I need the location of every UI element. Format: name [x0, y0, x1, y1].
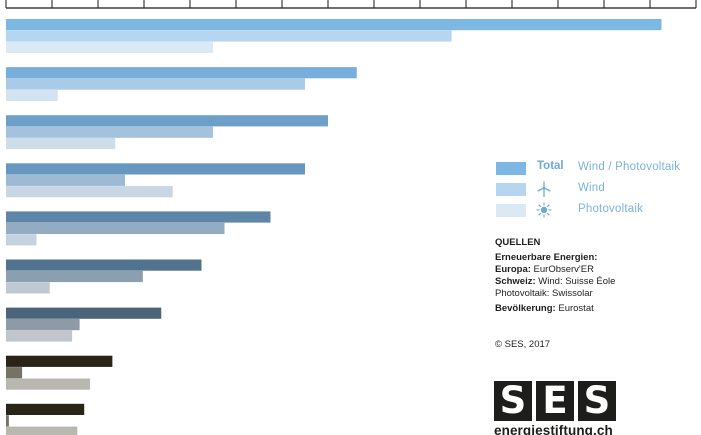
- logo-url: energiestiftung.ch: [494, 423, 613, 435]
- bar-3-photovoltaik: [6, 138, 116, 150]
- sources-switzerland-value: Wind: Suisse Éole: [535, 276, 616, 287]
- sun-icon: [536, 202, 552, 218]
- bar-6-wind-photovoltaik: [6, 259, 202, 271]
- sources-europe-label: Europa:: [495, 264, 531, 275]
- bar-8-photovoltaik: [6, 378, 90, 390]
- copyright-text: © SES, 2017: [495, 339, 551, 350]
- legend-label-total: Wind / Photovoltaik: [578, 161, 681, 173]
- bar-3-wind-photovoltaik: [6, 115, 328, 127]
- legend-item-photovoltaik: Photovoltaik: [496, 202, 701, 222]
- legend-swatch-photovoltaik: [496, 204, 526, 217]
- bar-7-photovoltaik: [6, 330, 73, 342]
- sources-switzerland-label: Schweiz:: [495, 276, 536, 287]
- bar-7-wind-photovoltaik: [6, 307, 162, 319]
- bar-7-wind: [6, 319, 80, 331]
- bar-1-photovoltaik: [6, 41, 213, 53]
- sources-renewables-label: Erneuerbare Energien:: [495, 252, 598, 263]
- legend-item-total: Total Wind / Photovoltaik: [496, 160, 701, 180]
- bar-2-wind-photovoltaik: [6, 67, 357, 79]
- bar-9-wind-photovoltaik: [6, 403, 85, 415]
- bar-9-wind: [6, 415, 9, 427]
- sources-block: QUELLEN Erneuerbare Energien: Europa: Eu…: [495, 237, 701, 315]
- bar-1-wind-photovoltaik: [6, 19, 662, 31]
- legend-label-photovoltaik: Photovoltaik: [578, 203, 644, 215]
- bar-2-photovoltaik: [6, 89, 58, 102]
- logo-letter-e: E: [536, 381, 574, 421]
- legend-swatch-total: [496, 162, 526, 175]
- legend-label-wind: Wind: [578, 182, 606, 194]
- sources-europe-value: EurObserv'ER: [530, 264, 594, 275]
- bar-4-wind: [6, 174, 126, 186]
- legend-tag-total: Total: [537, 160, 564, 172]
- x-axis: [5, 0, 697, 9]
- bar-4-photovoltaik: [6, 186, 173, 198]
- legend-item-wind: Wind: [496, 181, 701, 201]
- sources-photovoltaic: Photovoltaik: Swissolar: [495, 288, 593, 299]
- wind-turbine-icon: [537, 181, 551, 197]
- bar-8-wind: [6, 367, 23, 379]
- bar-9-photovoltaik: [6, 426, 78, 435]
- bar-3-wind: [6, 126, 213, 138]
- bar-6-wind: [6, 270, 143, 283]
- sources-heading: QUELLEN: [495, 237, 541, 248]
- sources-population: Bevölkerung: Eurostat: [495, 303, 701, 315]
- bar-4-wind-photovoltaik: [6, 163, 305, 175]
- sources-switzerland: Schweiz: Wind: Suisse Éole: [495, 276, 701, 288]
- sources-population-label: Bevölkerung:: [495, 303, 556, 314]
- sources-europe: Europa: EurObserv'ER: [495, 264, 701, 276]
- bar-1-wind: [6, 30, 452, 42]
- logo-letter-s2: S: [578, 381, 616, 421]
- bar-5-wind: [6, 222, 225, 234]
- ses-logo: S E S energiestiftung.ch: [494, 381, 624, 435]
- bars: [6, 19, 662, 435]
- bar-2-wind: [6, 78, 305, 90]
- bar-5-photovoltaik: [6, 234, 37, 246]
- logo-letter-s1: S: [494, 381, 532, 421]
- bar-5-wind-photovoltaik: [6, 211, 271, 223]
- sources-population-value: Eurostat: [555, 303, 594, 314]
- legend-swatch-wind: [496, 183, 526, 196]
- bar-8-wind-photovoltaik: [6, 355, 113, 367]
- legend: Total Wind / Photovoltaik Wind Photovolt…: [496, 160, 701, 223]
- bar-6-photovoltaik: [6, 282, 50, 294]
